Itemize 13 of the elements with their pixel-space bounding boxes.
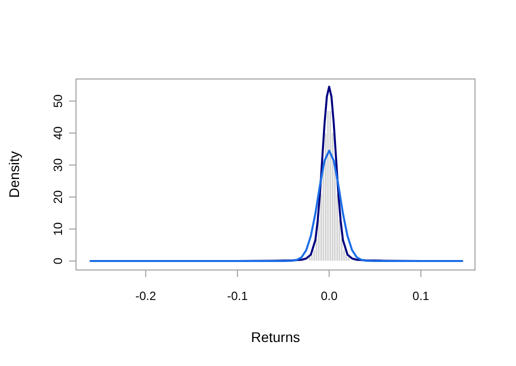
y-tick-label: 20 <box>51 190 65 204</box>
y-tick-label: 30 <box>51 158 65 172</box>
x-tick-label: -0.1 <box>227 289 248 303</box>
y-tick-label: 50 <box>51 94 65 108</box>
x-axis-title: Returns <box>250 329 300 345</box>
y-tick-label: 10 <box>51 222 65 236</box>
y-tick-label: 0 <box>51 257 65 264</box>
line-series <box>90 150 464 262</box>
x-tick-label: 0.1 <box>412 289 430 303</box>
x-tick-label: 0.0 <box>320 289 338 303</box>
y-tick-label: 40 <box>51 126 65 140</box>
y-axis-title: Density <box>6 151 22 198</box>
x-tick-label: -0.2 <box>135 289 156 303</box>
